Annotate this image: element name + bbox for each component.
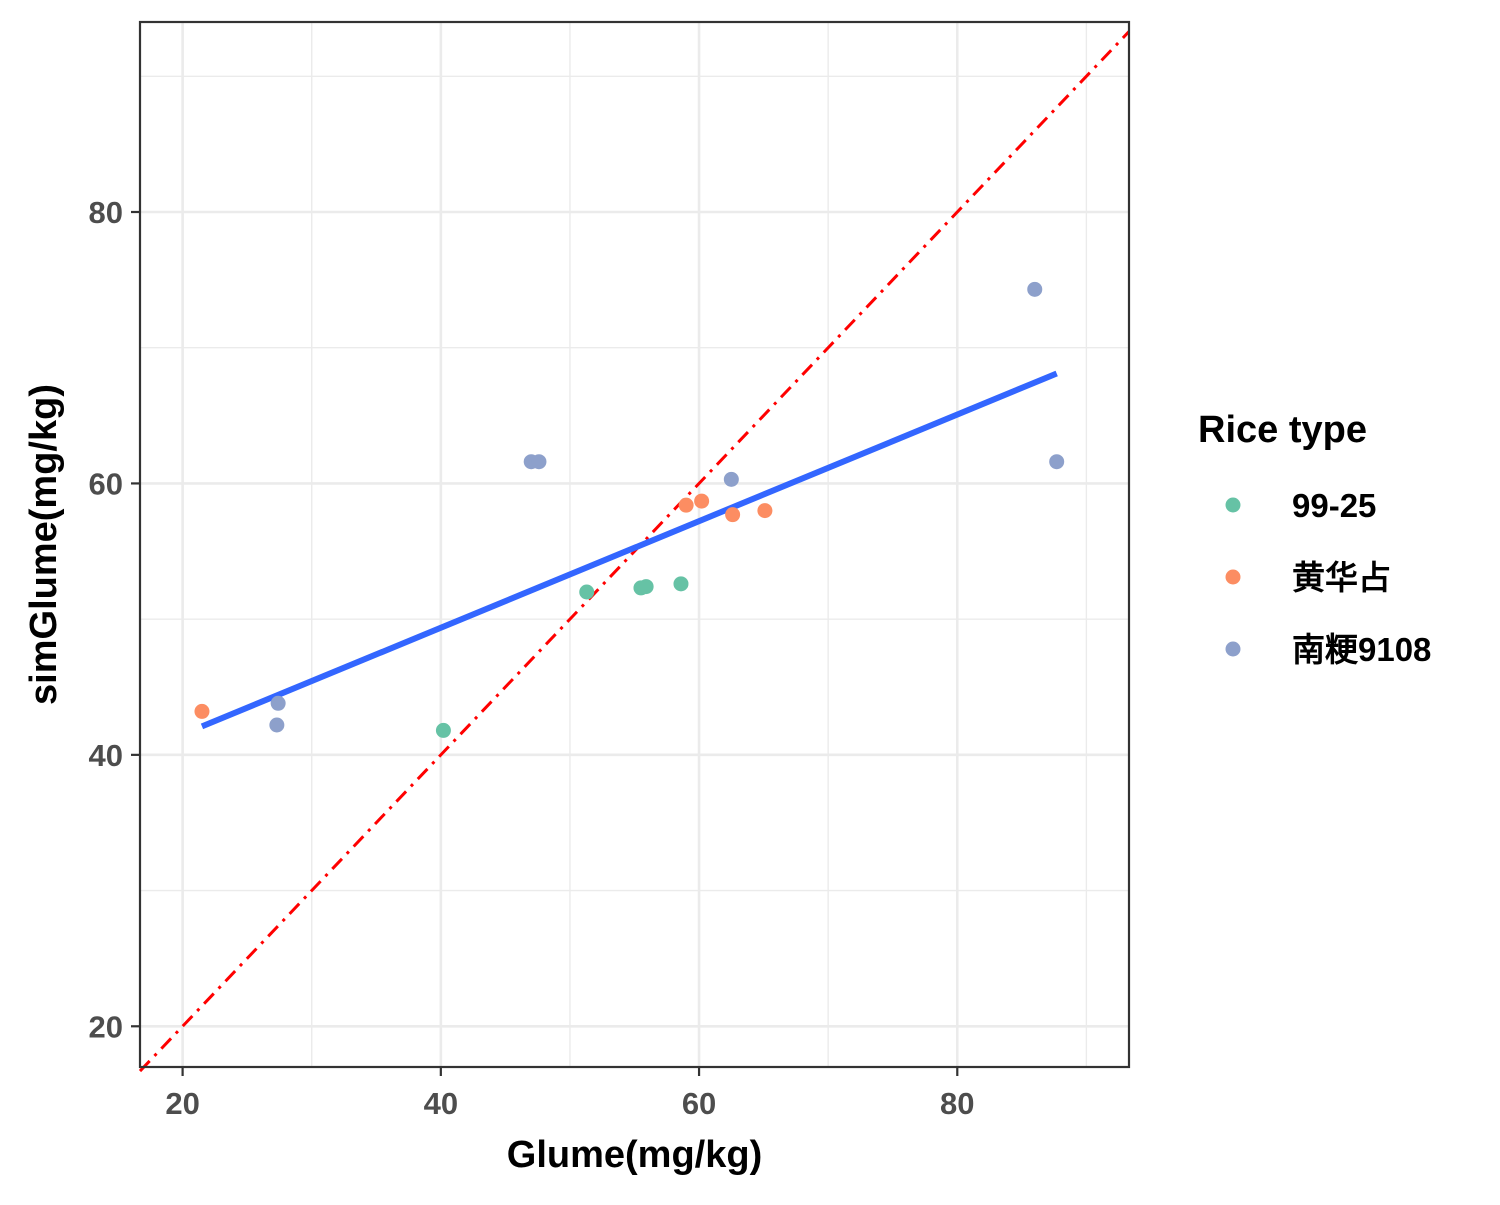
- x-axis-title: Glume(mg/kg): [507, 1134, 762, 1176]
- y-tick-label: 40: [89, 738, 123, 773]
- legend-title: Rice type: [1198, 409, 1367, 451]
- data-point: [1049, 454, 1065, 470]
- identity-line: [138, 30, 1131, 1073]
- plot-panel-background: [140, 22, 1129, 1067]
- legend-label: 99-25: [1292, 487, 1376, 524]
- data-points: [194, 281, 1065, 738]
- x-tick-label: 20: [165, 1086, 199, 1121]
- legend-label: 黄华占: [1292, 559, 1391, 596]
- legend-key: [1225, 641, 1241, 657]
- data-point: [694, 493, 710, 509]
- legend-key: [1225, 569, 1241, 585]
- y-tick-label: 20: [89, 1009, 123, 1044]
- y-axis-title: simGlume(mg/kg): [23, 384, 65, 705]
- legend-label: 南粳9108: [1292, 631, 1431, 668]
- x-tick-label: 60: [682, 1086, 716, 1121]
- data-point: [269, 717, 285, 733]
- data-point: [723, 471, 739, 487]
- data-point: [531, 454, 547, 470]
- y-axis: 20 40 60 80: [89, 195, 140, 1044]
- data-point: [1027, 281, 1043, 297]
- data-point: [579, 584, 595, 600]
- data-point: [757, 503, 773, 519]
- data-point: [194, 703, 210, 719]
- data-point: [270, 695, 286, 711]
- data-point: [638, 579, 654, 595]
- grid-minor: [140, 22, 1129, 1067]
- x-tick-label: 40: [424, 1086, 458, 1121]
- grid-major: [140, 22, 1129, 1067]
- plot-panel-border: [138, 20, 1131, 1069]
- reference-lines: [138, 30, 1131, 1073]
- x-axis: 20 40 60 80: [165, 1067, 975, 1121]
- legend-key: [1225, 497, 1241, 513]
- y-tick-label: 80: [89, 195, 123, 230]
- data-point: [673, 576, 689, 592]
- regression-line: [200, 370, 1058, 730]
- data-point: [678, 497, 694, 513]
- y-tick-label: 60: [89, 466, 123, 501]
- x-tick-label: 80: [940, 1086, 974, 1121]
- data-point: [435, 722, 451, 738]
- data-point: [725, 507, 741, 523]
